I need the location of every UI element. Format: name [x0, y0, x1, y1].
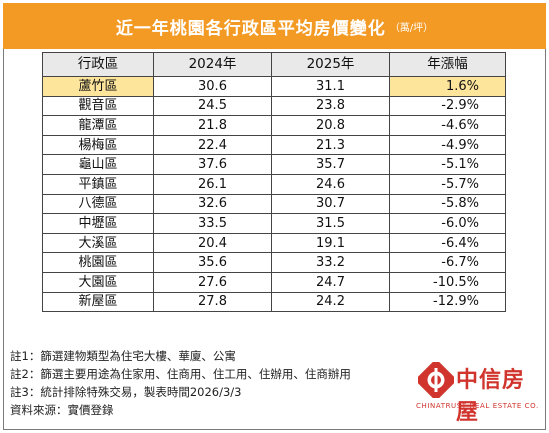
- price-2024-cell: 21.8: [153, 115, 272, 136]
- price-2025-cell: 24.2: [271, 291, 390, 313]
- table-row: 八德區 32.6 30.7 -5.8%: [42, 193, 506, 215]
- table-row: 楊梅區 22.4 21.3 -4.9%: [42, 134, 506, 156]
- table-header-row: 行政區 2024年 2025年 年漲幅: [42, 52, 506, 77]
- change-cell: -4.6%: [389, 115, 506, 136]
- district-cell: 觀音區: [42, 95, 154, 117]
- change-cell: -5.7%: [389, 173, 506, 195]
- price-2025-cell: 33.2: [271, 252, 390, 273]
- price-2025-cell: 35.7: [271, 154, 390, 175]
- price-2025-cell: 20.8: [271, 115, 390, 136]
- logo-english-name: CHINATRUST REAL ESTATE CO.: [416, 402, 539, 410]
- price-2024-cell: 24.5: [153, 95, 272, 117]
- price-2024-cell: 33.5: [153, 213, 272, 234]
- change-cell: -4.9%: [389, 134, 506, 156]
- change-cell: -10.5%: [389, 271, 506, 293]
- footnote-3: 註3：統計排除特殊交易，製表時間2026/3/3: [10, 385, 242, 399]
- data-source: 資料來源：實價登錄: [10, 403, 114, 417]
- title-unit: （萬/坪）: [389, 22, 434, 34]
- price-2024-cell: 27.8: [153, 291, 272, 313]
- footnotes: 註1：篩選建物類型為住宅大樓、華廈、公寓 註2：篩選主要用途為住家用、住商用、住…: [10, 347, 390, 419]
- district-cell: 平鎮區: [42, 173, 154, 195]
- price-2024-cell: 27.6: [153, 271, 272, 293]
- column-header-district: 行政區: [42, 52, 154, 77]
- change-cell: -5.1%: [389, 154, 506, 175]
- logo-name: 中信房屋: [456, 367, 526, 425]
- footnote-1: 註1：篩選建物類型為住宅大樓、華廈、公寓: [10, 349, 236, 363]
- column-header-change: 年漲幅: [389, 52, 506, 77]
- change-cell: 1.6%: [389, 76, 506, 97]
- page-title: 近一年桃園各行政區平均房價變化: [115, 18, 386, 39]
- district-cell: 桃園區: [42, 252, 154, 273]
- company-logo: 中信房屋 CHINATRUST REAL ESTATE CO.: [412, 360, 542, 425]
- column-header-2025: 2025年: [271, 52, 390, 77]
- table-row: 新屋區 27.8 24.2 -12.9%: [42, 291, 506, 313]
- logo-mark-icon: [418, 362, 454, 398]
- table-row: 龍潭區 21.8 20.8 -4.6%: [42, 115, 506, 136]
- price-2025-cell: 24.7: [271, 271, 390, 293]
- change-cell: -6.0%: [389, 213, 506, 234]
- price-2025-cell: 31.1: [271, 76, 390, 97]
- footnote-2: 註2：篩選主要用途為住家用、住商用、住工用、住辦用、住商辦用: [10, 367, 351, 381]
- district-cell: 中壢區: [42, 213, 154, 234]
- price-2025-cell: 19.1: [271, 232, 390, 254]
- district-cell: 新屋區: [42, 291, 154, 313]
- price-2025-cell: 30.7: [271, 193, 390, 215]
- column-header-2024: 2024年: [153, 52, 272, 77]
- change-cell: -6.4%: [389, 232, 506, 254]
- price-table: 行政區 2024年 2025年 年漲幅 蘆竹區 30.6 31.1 1.6% 觀音區 24…: [42, 52, 506, 313]
- table-row: 中壢區 33.5 31.5 -6.0%: [42, 213, 506, 234]
- district-cell: 龜山區: [42, 154, 154, 175]
- price-2025-cell: 23.8: [271, 95, 390, 117]
- table-row: 龜山區 37.6 35.7 -5.1%: [42, 154, 506, 175]
- district-cell: 蘆竹區: [42, 76, 154, 97]
- price-2025-cell: 31.5: [271, 213, 390, 234]
- table-row: 平鎮區 26.1 24.6 -5.7%: [42, 173, 506, 195]
- table-row: 觀音區 24.5 23.8 -2.9%: [42, 95, 506, 117]
- price-2024-cell: 26.1: [153, 173, 272, 195]
- price-2024-cell: 20.4: [153, 232, 272, 254]
- district-cell: 楊梅區: [42, 134, 154, 156]
- price-2024-cell: 35.6: [153, 252, 272, 273]
- table-row: 蘆竹區 30.6 31.1 1.6%: [42, 76, 506, 97]
- district-cell: 大溪區: [42, 232, 154, 254]
- table-row: 桃園區 35.6 33.2 -6.7%: [42, 252, 506, 273]
- price-2024-cell: 37.6: [153, 154, 272, 175]
- district-cell: 八德區: [42, 193, 154, 215]
- change-cell: -5.8%: [389, 193, 506, 215]
- price-2024-cell: 30.6: [153, 76, 272, 97]
- price-2025-cell: 21.3: [271, 134, 390, 156]
- price-2025-cell: 24.6: [271, 173, 390, 195]
- title-bar: 近一年桃園各行政區平均房價變化 （萬/坪）: [3, 3, 546, 49]
- price-2024-cell: 22.4: [153, 134, 272, 156]
- change-cell: -6.7%: [389, 252, 506, 273]
- change-cell: -2.9%: [389, 95, 506, 117]
- district-cell: 龍潭區: [42, 115, 154, 136]
- change-cell: -12.9%: [389, 291, 506, 313]
- price-2024-cell: 32.6: [153, 193, 272, 215]
- district-cell: 大園區: [42, 271, 154, 293]
- table-row: 大溪區 20.4 19.1 -6.4%: [42, 232, 506, 254]
- table-row: 大園區 27.6 24.7 -10.5%: [42, 271, 506, 293]
